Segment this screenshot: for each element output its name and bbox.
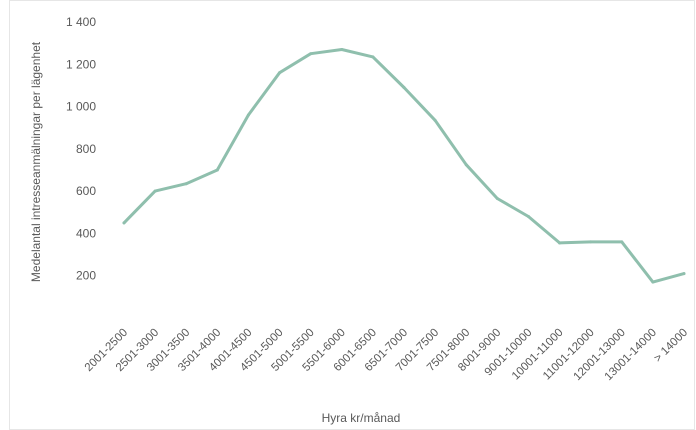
data-point — [526, 215, 530, 219]
data-point — [682, 272, 686, 276]
y-tick-label: 200 — [76, 269, 96, 283]
y-tick-label: 1 200 — [66, 57, 96, 71]
data-point — [558, 241, 562, 245]
x-axis-ticks: 2001-25002501-30003001-35003501-40004001… — [83, 327, 690, 383]
y-tick-label: 600 — [76, 184, 96, 198]
data-point — [495, 197, 499, 201]
y-tick-label: 1 000 — [66, 100, 96, 114]
y-tick-label: 400 — [76, 226, 96, 240]
series-line — [122, 48, 686, 284]
y-tick-label: 800 — [76, 142, 96, 156]
y-axis-title: Medelantal intresseanmälningar per lägen… — [29, 41, 43, 282]
data-point — [278, 71, 282, 75]
data-point — [651, 280, 655, 284]
data-point — [309, 52, 313, 56]
y-axis-ticks: 200 400 600 800 1 000 1 200 1 400 — [66, 15, 96, 283]
data-point — [433, 118, 437, 122]
data-point — [184, 182, 188, 186]
x-tick-label: > 14000 — [652, 327, 690, 365]
data-point — [246, 113, 250, 117]
data-point — [371, 55, 375, 59]
data-point — [215, 168, 219, 172]
data-point — [589, 240, 593, 244]
series-group — [122, 47, 686, 284]
x-axis-title: Hyra kr/månad — [322, 411, 401, 425]
y-tick-label: 1 400 — [66, 15, 96, 29]
data-point — [340, 47, 344, 51]
data-point — [464, 163, 468, 167]
data-point — [153, 189, 157, 193]
data-point — [402, 86, 406, 90]
data-point — [122, 221, 126, 225]
data-point — [620, 240, 624, 244]
